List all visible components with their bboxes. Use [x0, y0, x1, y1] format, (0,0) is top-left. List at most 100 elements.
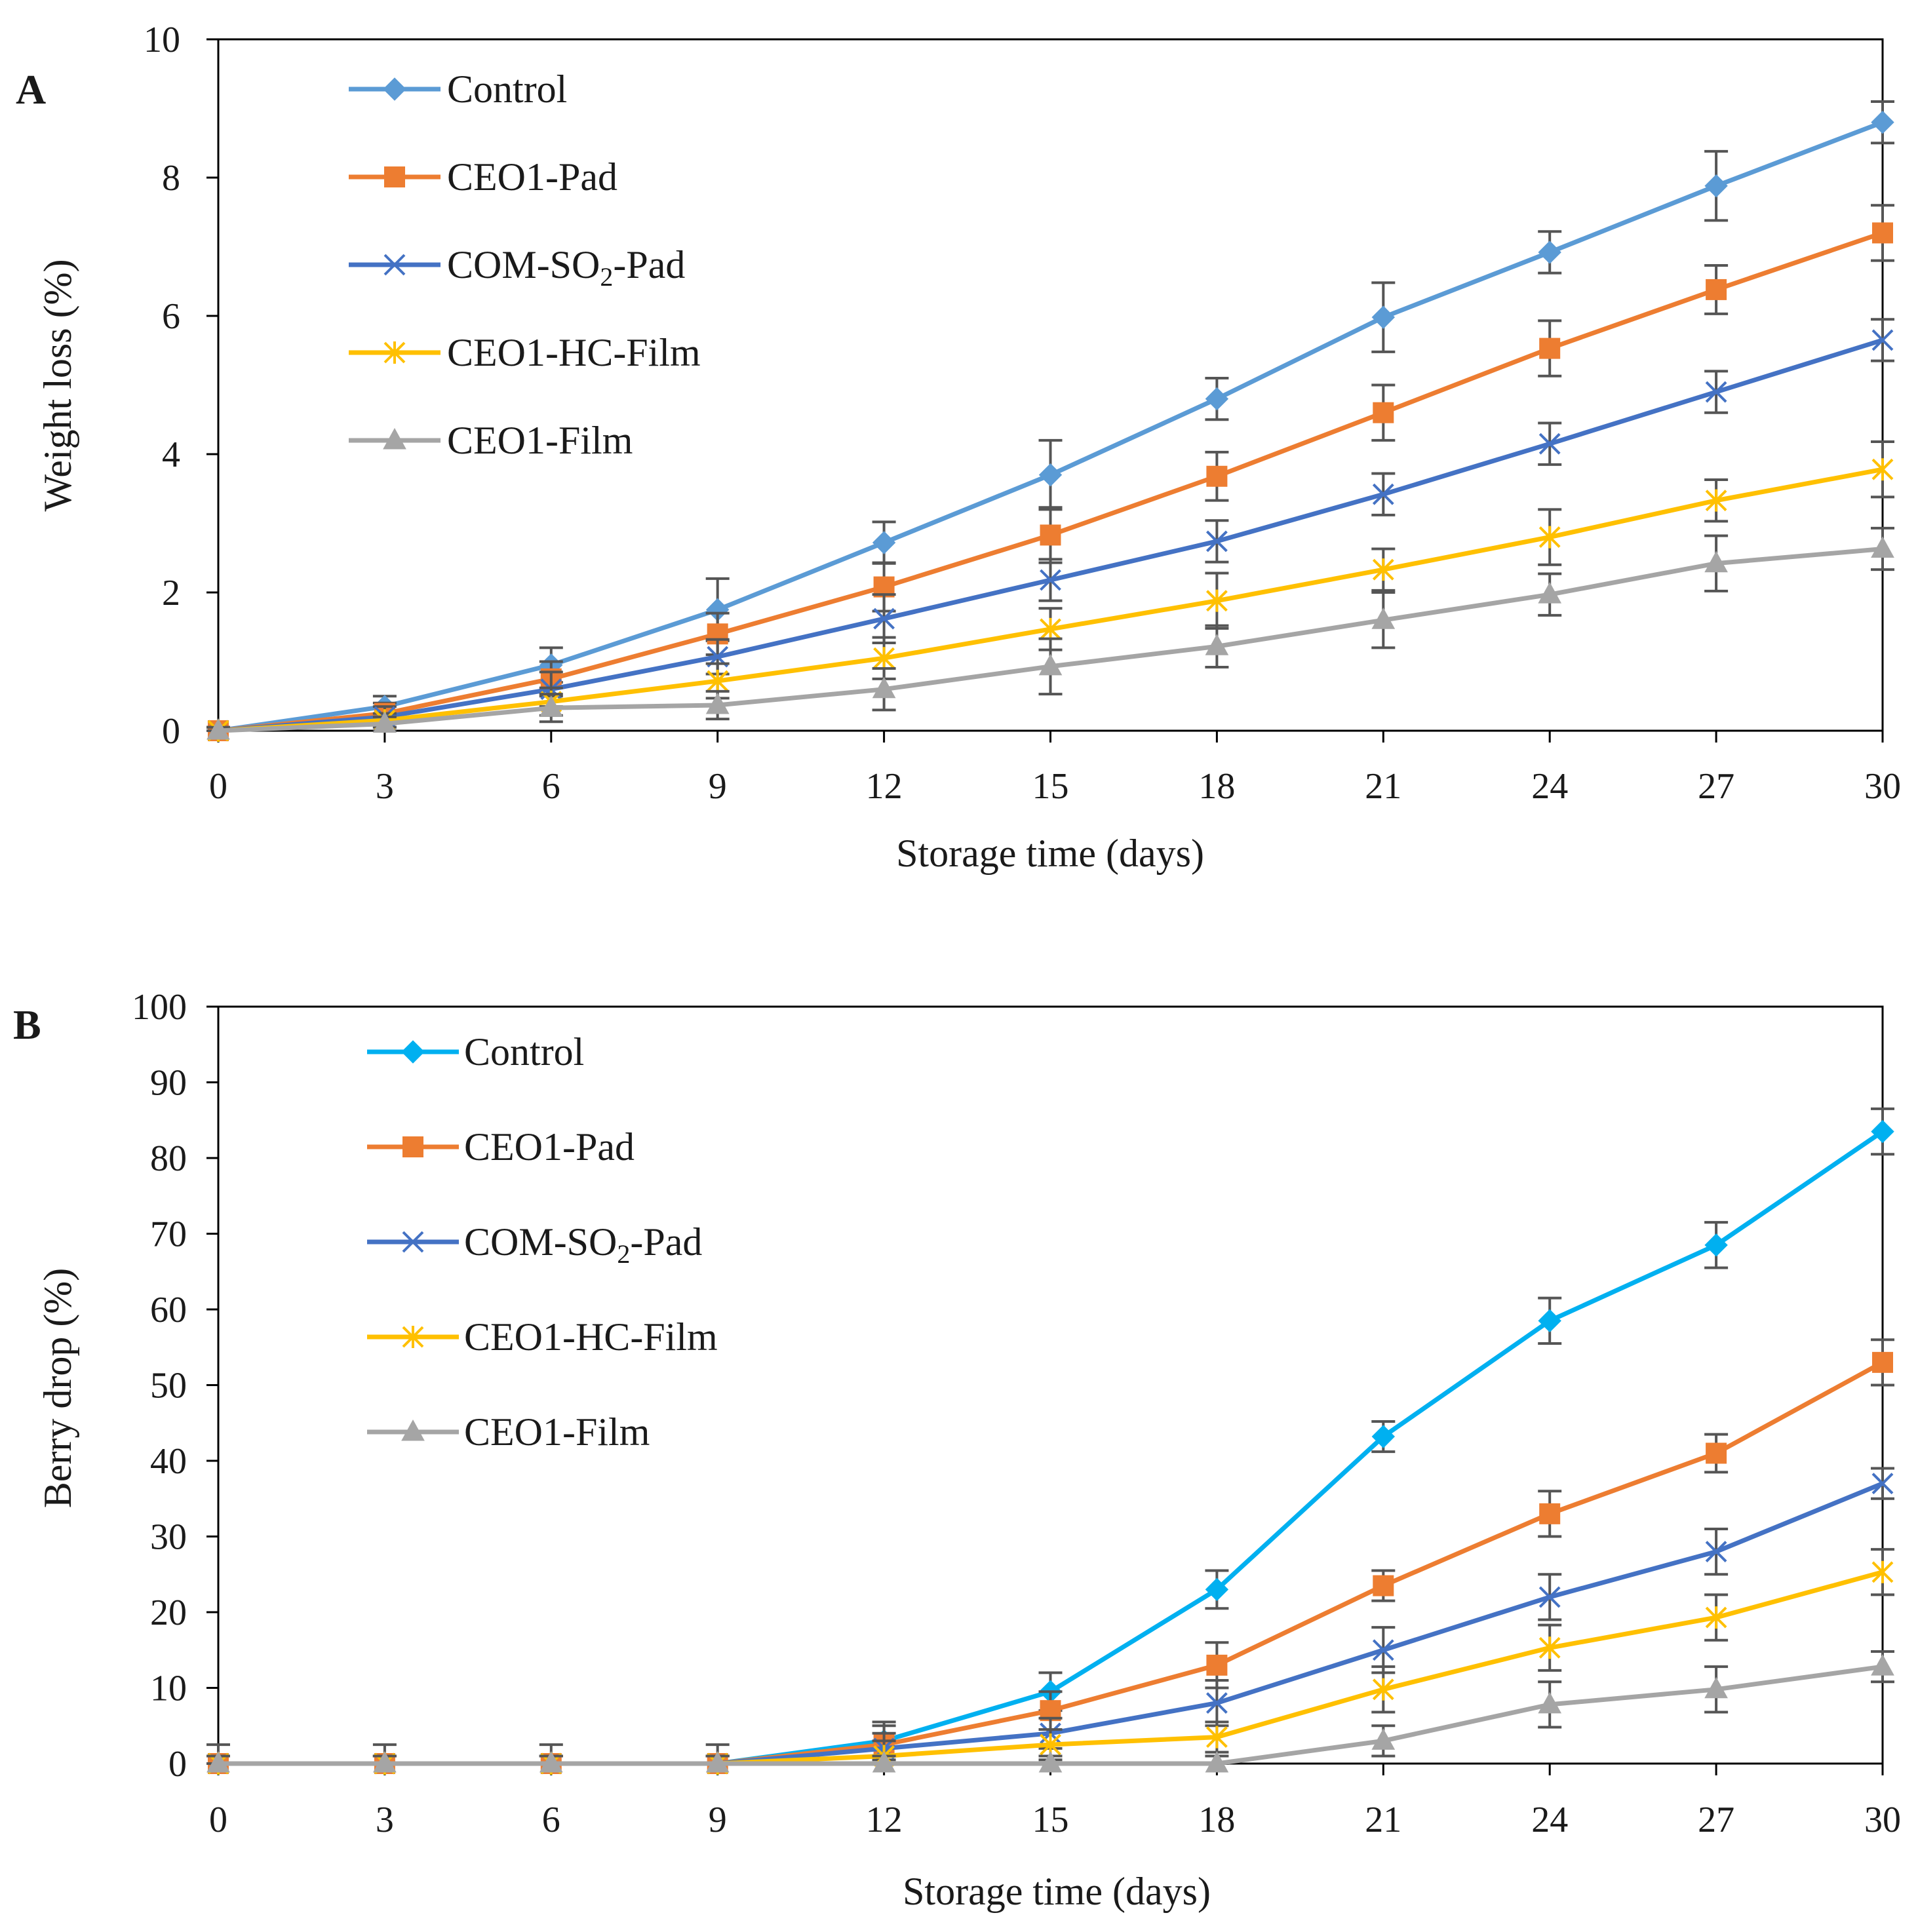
- legend-label-part-ceo1-pad-b-0: CEO1-Pad: [464, 1125, 635, 1169]
- series-ceo1-hc-film-a: [206, 440, 1894, 742]
- point-com-so2-pad-b-9: [1705, 1541, 1727, 1563]
- legend-label-part-com-so2-pad-a-1: 2: [600, 262, 613, 292]
- legend-label-ceo1-pad-b: CEO1-Pad: [464, 1125, 635, 1169]
- legend-marker-ceo1-hc-film-b: [402, 1326, 424, 1348]
- legend-a: Control CEO1-Pad COM-SO2-Pad CEO1-HC-Film CE…: [349, 68, 701, 462]
- point-ceo1-hc-film-b-8: [1538, 1636, 1561, 1659]
- panel-label-b: B: [13, 1001, 41, 1048]
- legend-label-part-ceo1-hc-film-b-0: CEO1-HC-Film: [464, 1315, 718, 1359]
- point-control-a-10: [1871, 110, 1894, 134]
- legend-label-ceo1-hc-film-a: CEO1-HC-Film: [447, 331, 701, 374]
- point-com-so2-pad-b-10: [1871, 1473, 1894, 1495]
- point-ceo1-film-b-7: [1371, 1728, 1396, 1750]
- x-tick-label-a-6: 18: [1198, 766, 1235, 807]
- point-ceo1-pad-a-6: [1206, 465, 1228, 487]
- point-com-so2-pad-a-5: [1040, 569, 1061, 591]
- point-ceo1-hc-film-b-10: [1871, 1560, 1894, 1583]
- legend-marker-control-b: [401, 1040, 425, 1064]
- legend-label-part-com-so2-pad-a-2: -Pad: [613, 243, 685, 286]
- legend-item-control-a: Control: [349, 68, 567, 111]
- y-tick-label-a-4: 8: [162, 158, 180, 199]
- point-ceo1-pad-b-10: [1872, 1351, 1893, 1373]
- point-control-a-8: [1538, 241, 1561, 264]
- y-tick-label-b-6: 60: [150, 1290, 187, 1330]
- point-ceo1-pad-b-8: [1539, 1503, 1561, 1524]
- point-control-a-7: [1371, 305, 1396, 329]
- x-tick-label-a-7: 21: [1365, 766, 1401, 807]
- point-ceo1-film-b-4: [872, 1750, 896, 1773]
- y-axis-title-a: Weight loss (%): [36, 259, 79, 511]
- point-ceo1-film-b-9: [1704, 1676, 1728, 1699]
- point-ceo1-film-a-7: [1371, 608, 1396, 629]
- legend-label-ceo1-film-b: CEO1-Film: [464, 1410, 650, 1454]
- x-axis-b: 0 3 6 9 12 15 18 21 24 27 30: [209, 1764, 1901, 1840]
- x-tick-label-b-9: 27: [1698, 1800, 1734, 1840]
- point-control-b-10: [1871, 1119, 1894, 1144]
- y-tick-label-b-4: 40: [150, 1441, 187, 1482]
- point-control-a-6: [1205, 387, 1229, 411]
- point-ceo1-hc-film-b-7: [1372, 1678, 1394, 1701]
- legend-item-ceo1-film-a: CEO1-Film: [349, 419, 633, 462]
- x-tick-label-a-5: 15: [1032, 766, 1069, 807]
- point-ceo1-pad-a-10: [1872, 222, 1893, 244]
- point-control-b-9: [1704, 1233, 1728, 1257]
- point-ceo1-film-b-6: [1205, 1750, 1229, 1773]
- point-com-so2-pad-a-6: [1205, 530, 1228, 552]
- x-tick-label-a-2: 6: [542, 766, 560, 807]
- point-control-a-4: [872, 531, 896, 554]
- point-ceo1-film-a-0: [206, 718, 230, 740]
- point-ceo1-film-b-2: [539, 1750, 563, 1773]
- point-ceo1-film-a-9: [1704, 551, 1728, 573]
- x-tick-label-a-3: 9: [709, 766, 727, 807]
- point-control-b-6: [1205, 1577, 1229, 1602]
- y-tick-label-a-1: 2: [162, 573, 180, 613]
- point-com-so2-pad-a-7: [1372, 483, 1394, 505]
- point-ceo1-pad-a-8: [1539, 338, 1561, 359]
- series-ceo1-film-a: [206, 526, 1894, 740]
- legend-b: Control CEO1-Pad COM-SO2-Pad CEO1-HC-Film CE…: [367, 1030, 718, 1454]
- legend-item-ceo1-pad-b: CEO1-Pad: [367, 1125, 635, 1169]
- y-tick-label-a-2: 4: [162, 435, 180, 475]
- point-ceo1-hc-film-a-6: [1205, 589, 1228, 612]
- point-com-so2-pad-a-4: [873, 608, 895, 630]
- y-tick-label-b-7: 70: [150, 1214, 187, 1255]
- legend-label-part-com-so2-pad-a-0: COM-SO: [447, 243, 600, 286]
- point-ceo1-hc-film-b-9: [1705, 1606, 1727, 1629]
- point-com-so2-pad-a-8: [1538, 433, 1561, 455]
- legend-label-part-ceo1-film-a-0: CEO1-Film: [447, 419, 633, 462]
- point-ceo1-hc-film-a-10: [1871, 458, 1894, 481]
- error-bars-ceo1-film-a: [206, 526, 1894, 732]
- legend-label-part-com-so2-pad-b-0: COM-SO: [464, 1220, 617, 1264]
- legend-label-part-ceo1-hc-film-a-0: CEO1-HC-Film: [447, 331, 701, 374]
- x-tick-label-b-8: 24: [1531, 1800, 1568, 1840]
- legend-item-ceo1-pad-a: CEO1-Pad: [349, 155, 617, 199]
- point-ceo1-film-a-10: [1871, 536, 1894, 558]
- x-tick-label-b-3: 9: [709, 1800, 727, 1840]
- point-ceo1-pad-a-7: [1373, 402, 1394, 423]
- legend-label-com-so2-pad-a: COM-SO2-Pad: [447, 243, 685, 292]
- point-ceo1-hc-film-a-8: [1538, 526, 1561, 549]
- legend-item-ceo1-hc-film-a: CEO1-HC-Film: [349, 331, 701, 374]
- legend-label-part-control-a-0: Control: [447, 68, 567, 111]
- legend-item-ceo1-hc-film-b: CEO1-HC-Film: [367, 1315, 718, 1359]
- point-ceo1-pad-b-7: [1373, 1575, 1394, 1596]
- legend-item-com-so2-pad-a: COM-SO2-Pad: [349, 243, 685, 292]
- point-ceo1-film-b-3: [705, 1750, 730, 1773]
- x-axis-a: 0 3 6 9 12 15 18 21 24 27 30: [209, 731, 1901, 807]
- point-control-a-9: [1704, 174, 1728, 198]
- legend-label-part-control-b-0: Control: [464, 1030, 584, 1073]
- y-tick-label-b-8: 80: [150, 1138, 187, 1179]
- x-tick-label-b-10: 30: [1864, 1800, 1901, 1840]
- x-tick-label-a-9: 27: [1698, 766, 1734, 807]
- x-tick-label-a-1: 3: [376, 766, 394, 807]
- legend-marker-ceo1-pad-b: [402, 1136, 423, 1157]
- point-ceo1-pad-b-9: [1706, 1442, 1727, 1464]
- y-tick-label-a-3: 6: [162, 296, 180, 337]
- point-ceo1-film-b-8: [1538, 1691, 1562, 1714]
- panel-label-a: A: [16, 66, 46, 113]
- point-ceo1-pad-a-5: [1040, 524, 1061, 546]
- legend-item-control-b: Control: [367, 1030, 584, 1073]
- legend-label-ceo1-pad-a: CEO1-Pad: [447, 155, 617, 199]
